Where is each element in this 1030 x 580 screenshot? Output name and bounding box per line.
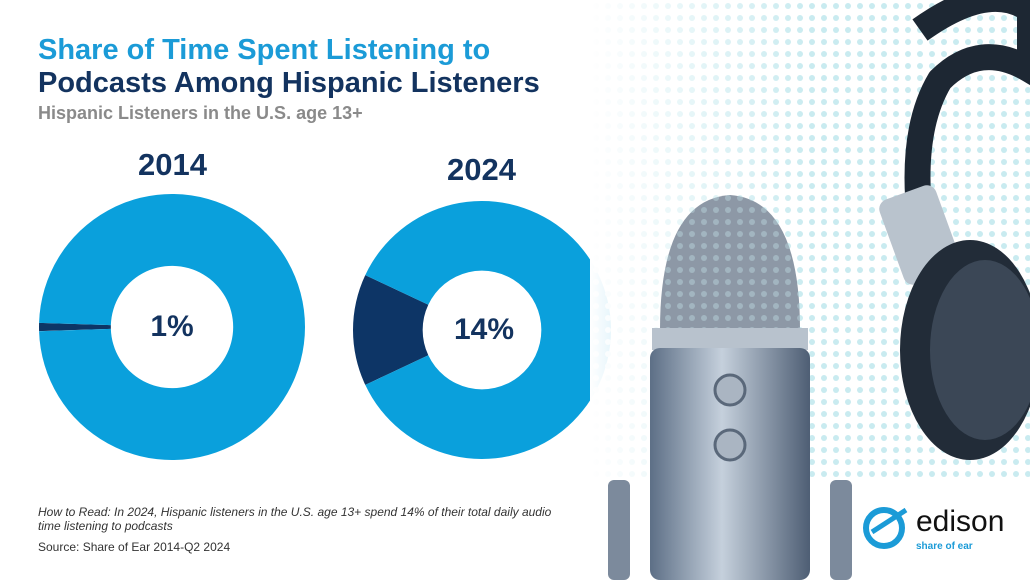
source: Source: Share of Ear 2014-Q2 2024 [38, 540, 231, 554]
edison-logo-icon [863, 507, 908, 549]
slice-podcasts [353, 275, 429, 385]
how-to-read-note: How to Read: In 2024, Hispanic listeners… [38, 505, 552, 533]
logo-wordmark: edison [916, 505, 1005, 538]
chart-2014-center-label: 1% [150, 310, 194, 343]
chart-2014-title: 2014 [138, 147, 207, 182]
chart-2024-center-label: 14% [453, 313, 515, 346]
subtitle: Hispanic Listeners in the U.S. age 13+ [38, 103, 363, 123]
chart-2024-title: 2024 [447, 152, 516, 187]
donut-2024 [353, 200, 611, 459]
microphone-headphones-image [590, 0, 1030, 580]
slice-other-audio [39, 194, 306, 461]
logo-tagline: share of ear [916, 541, 973, 552]
title-line-2: Podcasts Among Hispanic Listeners [38, 67, 540, 99]
donut-2014 [38, 194, 306, 461]
slice-other-audio [365, 200, 611, 459]
title-line-1: Share of Time Spent Listening to [38, 34, 491, 66]
slice-podcasts [38, 322, 111, 332]
